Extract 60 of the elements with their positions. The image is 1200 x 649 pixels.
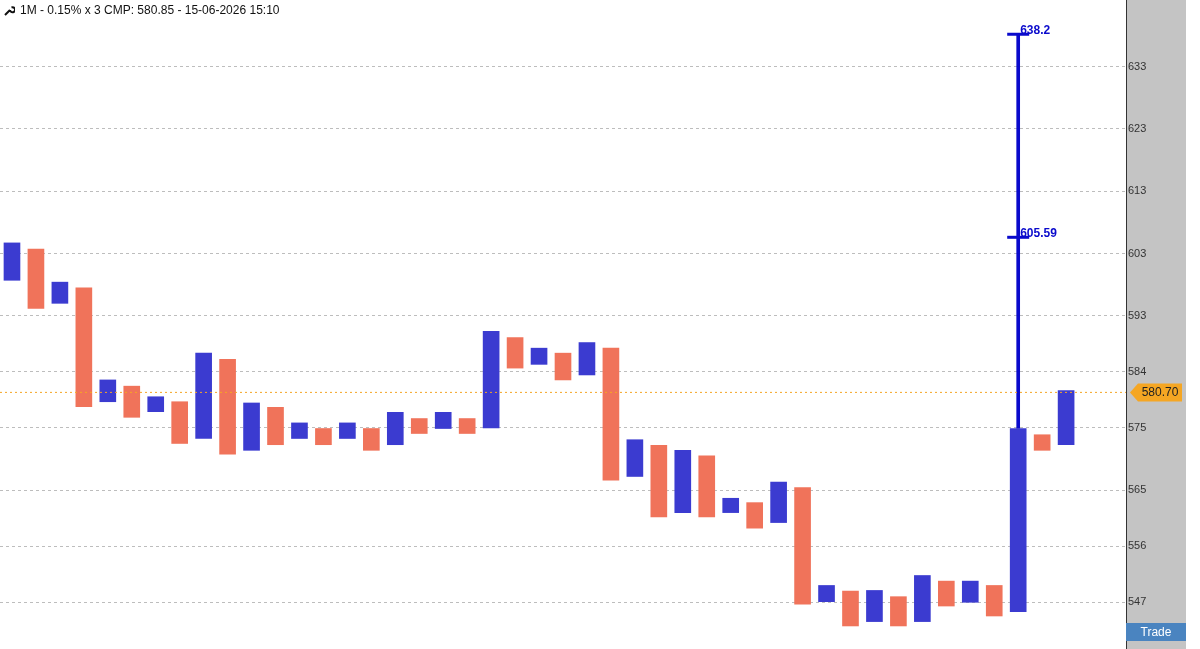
y-tick-label: 613	[1128, 184, 1147, 197]
y-tick-label: 593	[1128, 308, 1147, 321]
bar	[3, 242, 21, 281]
bar	[1057, 390, 1075, 446]
bar	[482, 331, 500, 429]
bar	[506, 337, 524, 369]
bar	[243, 402, 260, 451]
bar	[1009, 428, 1027, 612]
bar	[722, 497, 740, 513]
bar	[698, 455, 716, 518]
annotation: 638.2	[1020, 22, 1051, 37]
bar	[842, 590, 859, 627]
bar	[890, 596, 907, 627]
bar	[578, 342, 596, 376]
y-tick-label: 556	[1128, 539, 1147, 552]
bar	[51, 281, 69, 304]
bar	[315, 428, 332, 446]
bar	[171, 401, 189, 444]
bar	[27, 248, 45, 309]
bar	[75, 287, 93, 408]
bar	[219, 359, 236, 455]
chart-title: 1M - 0.15% x 3 CMP: 580.85 - 15-06-2026 15:10	[20, 3, 280, 17]
bar	[554, 352, 572, 381]
bar	[123, 385, 141, 418]
bar	[961, 580, 979, 603]
bar	[914, 575, 931, 622]
bar	[937, 580, 955, 607]
bar	[674, 449, 692, 513]
bar	[410, 418, 428, 434]
bar	[147, 396, 165, 413]
text: Trade	[1126, 623, 1186, 641]
bar	[770, 481, 787, 523]
bar	[195, 352, 212, 439]
bar	[458, 418, 476, 434]
y-tick-label: 547	[1128, 595, 1147, 608]
y-tick-label: 623	[1128, 121, 1147, 134]
bar	[339, 422, 356, 439]
bar	[1033, 434, 1051, 451]
bar	[291, 422, 308, 439]
annotation: 605.59	[1020, 225, 1058, 240]
bar	[363, 428, 380, 451]
bar	[794, 487, 811, 605]
bar	[650, 445, 668, 518]
bar	[866, 590, 883, 622]
bar	[267, 407, 284, 446]
y-tick-label: 565	[1128, 483, 1147, 496]
y-tick-label: 584	[1128, 364, 1147, 377]
bar	[530, 347, 548, 365]
bar	[626, 439, 644, 477]
bar	[99, 379, 117, 403]
y-tick-label: 603	[1128, 246, 1147, 259]
y-tick-label: 633	[1128, 59, 1147, 72]
bar	[746, 502, 763, 529]
bar	[434, 411, 452, 429]
y-tick-label: 575	[1128, 420, 1147, 433]
bar	[985, 585, 1003, 617]
ref-line-label: 580.70	[1141, 384, 1179, 399]
bar	[386, 411, 404, 446]
bar	[602, 347, 620, 481]
bar	[818, 585, 835, 602]
